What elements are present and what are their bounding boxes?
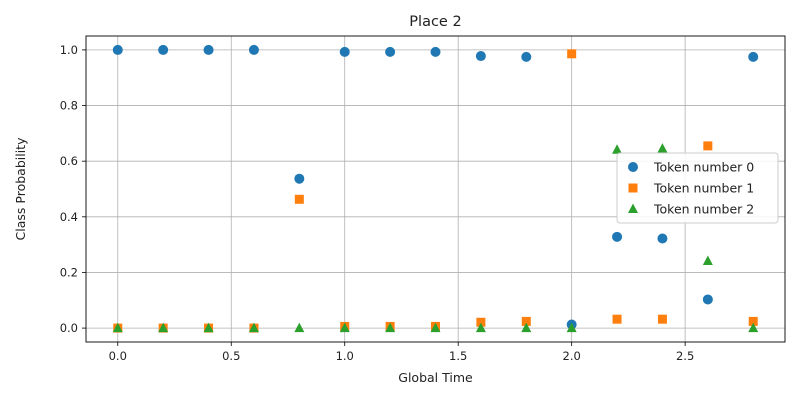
data-point-series-0 [248, 44, 259, 55]
data-point-series-0 [612, 231, 623, 242]
data-point-series-2 [566, 322, 577, 333]
x-axis-label: Global Time [398, 370, 473, 385]
x-tick-label: 1.0 [336, 349, 354, 363]
data-point-series-0 [657, 233, 668, 244]
data-point-series-0 [203, 44, 214, 55]
x-tick-label: 2.5 [676, 349, 694, 363]
data-point-series-0 [475, 51, 486, 62]
data-point-series-2 [748, 322, 759, 333]
data-point-series-2 [702, 255, 713, 266]
data-point-series-0 [158, 44, 169, 55]
legend-box [616, 152, 779, 224]
legend-label: Token number 0 [653, 160, 754, 175]
data-point-series-0 [521, 51, 532, 62]
y-tick-label: 0.2 [60, 265, 78, 279]
y-tick-label: 0.8 [60, 99, 78, 113]
chart-title: Place 2 [409, 14, 461, 30]
series-0 [112, 44, 759, 330]
legend-marker [628, 162, 638, 172]
legend-marker [628, 183, 638, 193]
data-markers [112, 44, 759, 333]
data-point-series-2 [112, 322, 123, 333]
data-point-series-2 [657, 143, 668, 153]
series-2 [112, 143, 759, 333]
data-point-series-1 [294, 194, 304, 204]
data-point-series-1 [567, 49, 577, 59]
data-point-series-0 [385, 46, 396, 57]
legend: Token number 0 Token number 1 Token number… [616, 152, 779, 224]
y-tick-label: 0.6 [60, 154, 78, 168]
plot-frame [85, 35, 786, 343]
y-axis-label: Class Probability [13, 137, 28, 241]
data-point-series-2 [203, 322, 214, 333]
legend-marker [628, 203, 638, 213]
data-point-series-1 [657, 314, 667, 324]
x-tick-label: 2.0 [563, 349, 581, 363]
data-point-series-2 [612, 144, 623, 154]
data-point-series-0 [430, 46, 441, 57]
data-point-series-0 [339, 46, 350, 57]
data-point-series-1 [703, 141, 713, 151]
y-tick-label: 1.0 [60, 43, 78, 57]
data-point-series-1 [612, 314, 622, 324]
data-point-series-2 [475, 322, 486, 333]
data-point-series-2 [248, 322, 259, 333]
data-point-series-0 [294, 173, 305, 184]
x-tick-label: 0.0 [109, 349, 127, 363]
axis-ticks: 0.0 0.5 1.0 1.5 2.0 2.5 0.0 0.2 0.4 0.6 0.8 1.0 [60, 43, 695, 363]
legend-label: Token number 2 [653, 202, 754, 217]
data-point-series-1 [476, 317, 486, 327]
y-tick-label: 0.0 [60, 321, 78, 335]
x-tick-label: 0.5 [222, 349, 240, 363]
data-point-series-0 [702, 294, 713, 305]
data-point-series-2 [521, 322, 532, 333]
data-point-series-2 [339, 322, 350, 333]
data-point-series-2 [294, 322, 305, 333]
data-point-series-2 [430, 322, 441, 333]
data-point-series-1 [748, 316, 758, 326]
data-point-series-2 [158, 322, 169, 333]
legend-label: Token number 1 [653, 181, 754, 196]
data-point-series-1 [521, 316, 531, 326]
data-point-series-2 [385, 322, 396, 333]
data-point-series-0 [748, 51, 759, 62]
x-tick-label: 1.5 [449, 349, 467, 363]
y-tick-label: 0.4 [60, 210, 78, 224]
data-point-series-0 [112, 44, 123, 55]
